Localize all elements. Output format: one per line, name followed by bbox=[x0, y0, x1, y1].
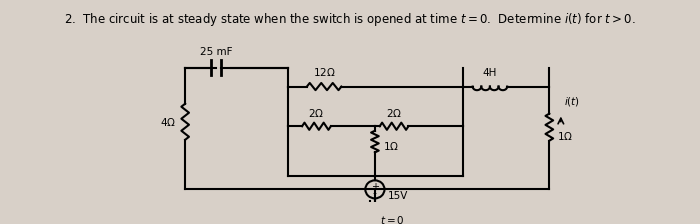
Text: -: - bbox=[373, 188, 377, 198]
Text: $i(t)$: $i(t)$ bbox=[564, 95, 580, 108]
Text: 4$\Omega$: 4$\Omega$ bbox=[160, 116, 176, 128]
Text: 15V: 15V bbox=[387, 191, 407, 201]
Text: $t=0$: $t=0$ bbox=[379, 214, 405, 224]
Text: 2.  The circuit is at steady state when the switch is opened at time $t = 0$.  D: 2. The circuit is at steady state when t… bbox=[64, 11, 636, 28]
Text: 2$\Omega$: 2$\Omega$ bbox=[386, 107, 402, 119]
Text: 12$\Omega$: 12$\Omega$ bbox=[313, 66, 335, 78]
Text: 1$\Omega$: 1$\Omega$ bbox=[383, 140, 398, 152]
Text: 25 mF: 25 mF bbox=[199, 47, 232, 57]
Text: 1$\Omega$: 1$\Omega$ bbox=[557, 130, 573, 142]
Text: 2$\Omega$: 2$\Omega$ bbox=[309, 107, 325, 119]
Text: +: + bbox=[371, 182, 379, 192]
Text: 4H: 4H bbox=[483, 68, 497, 78]
